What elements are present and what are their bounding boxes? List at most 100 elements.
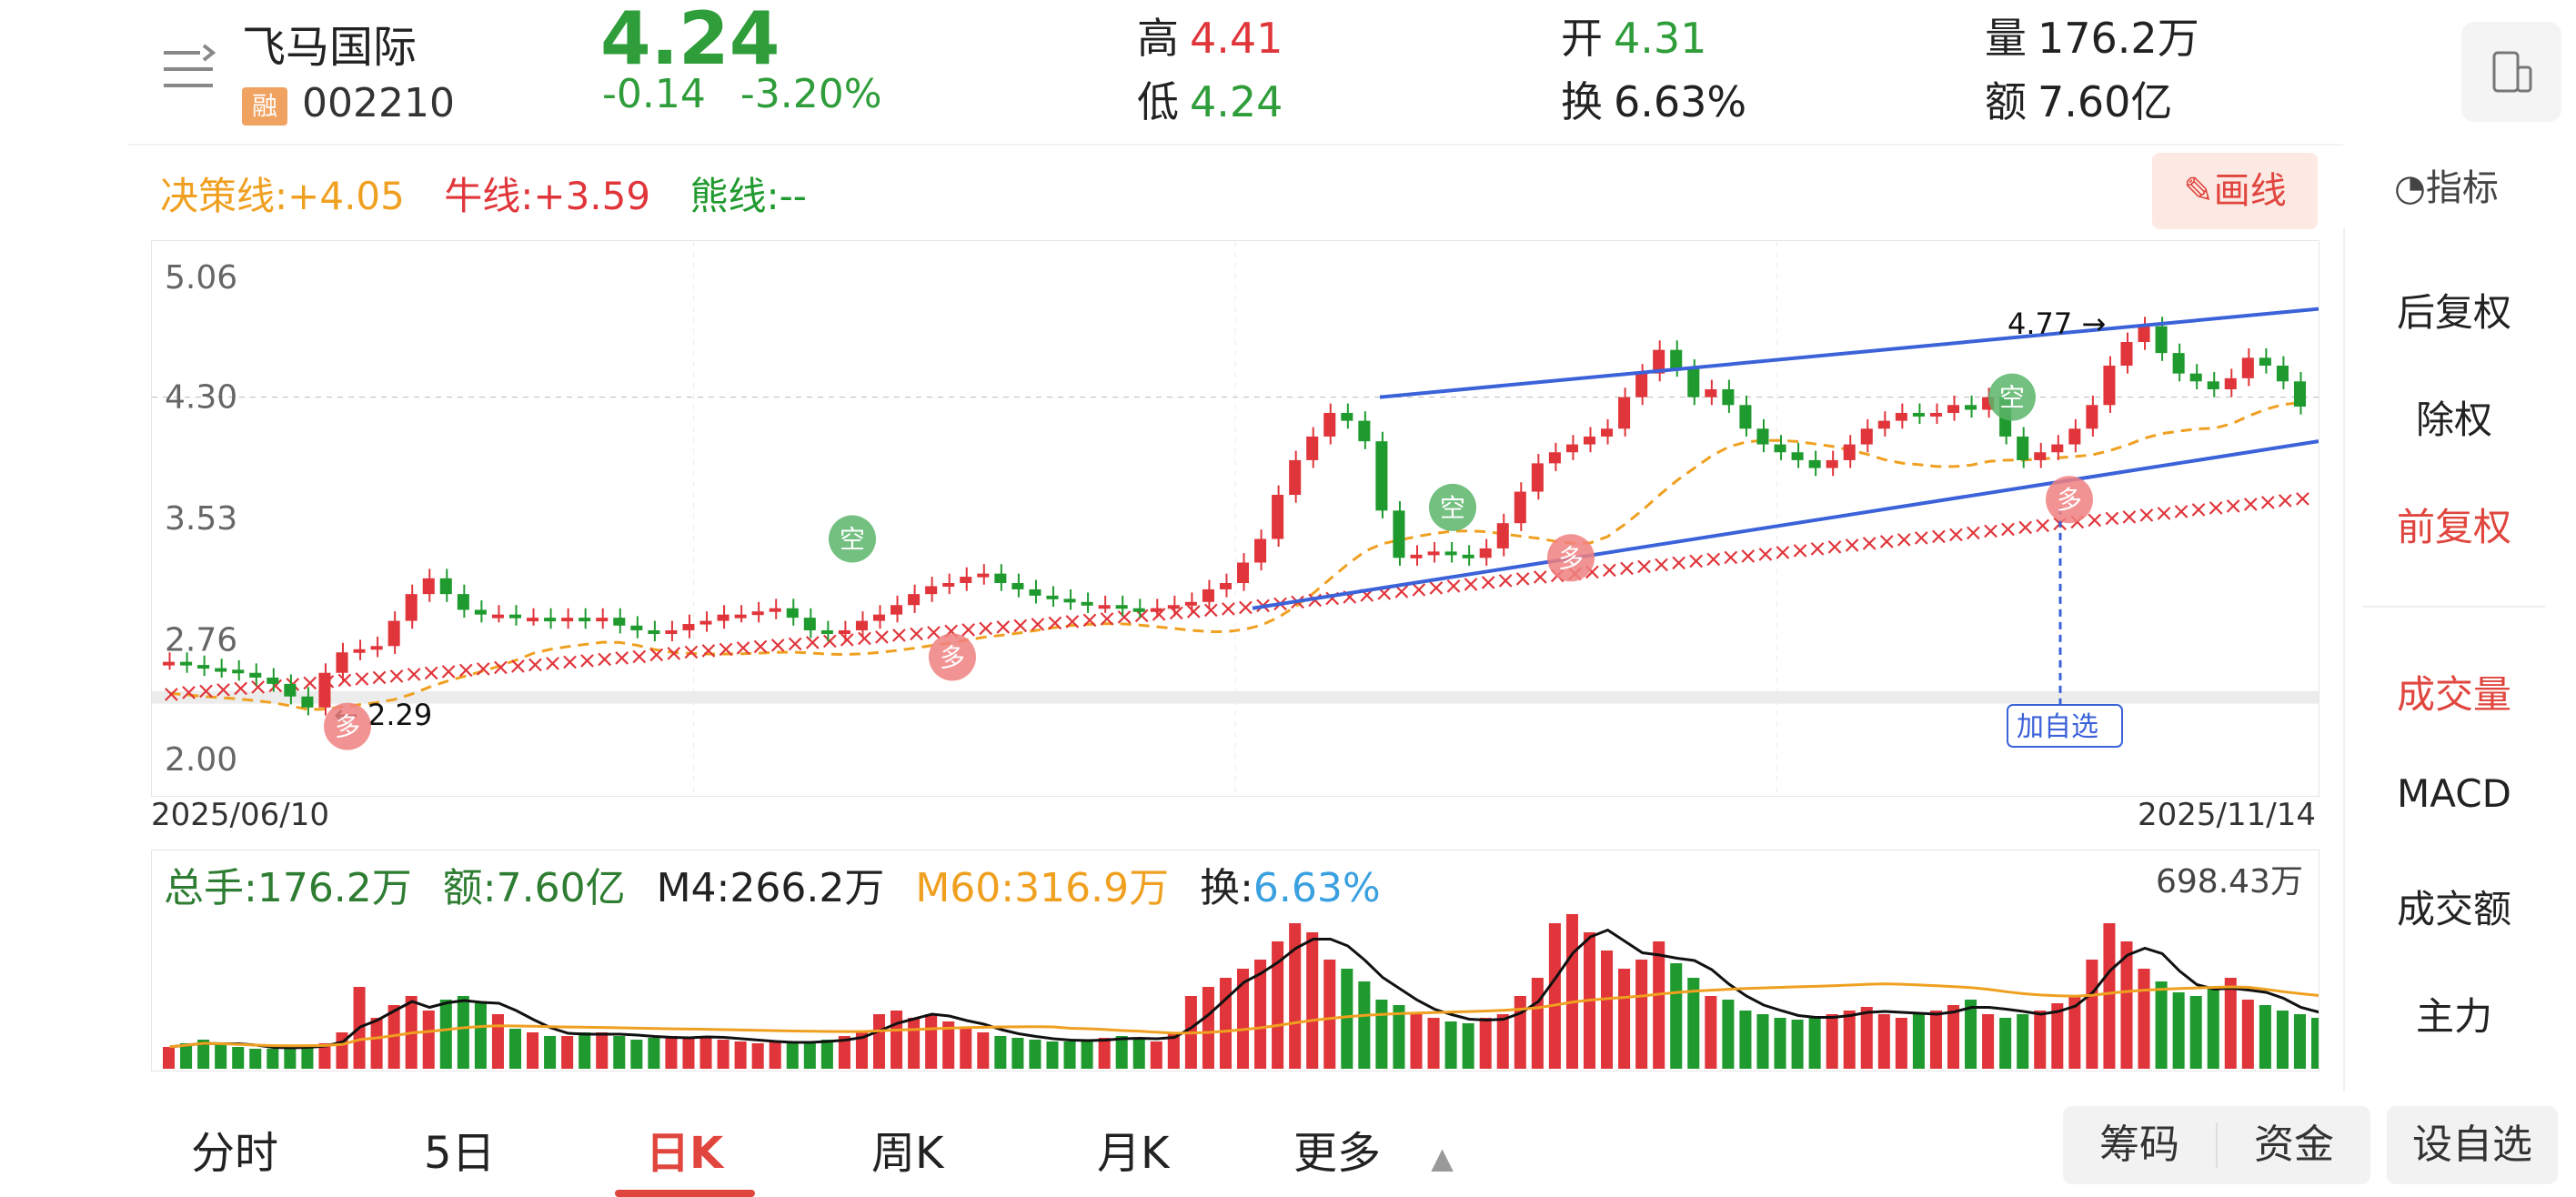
bear-cross-mark: × [1444, 573, 1464, 600]
menu-icon[interactable] [160, 44, 218, 98]
volume-bar [751, 1043, 764, 1069]
bear-cross-mark: × [820, 628, 840, 655]
candle-body [1393, 510, 1405, 558]
candle-body [561, 618, 574, 622]
candle-body [2207, 381, 2219, 389]
candle-body [267, 677, 279, 684]
draw-line-button[interactable]: ✎画线 [2152, 153, 2318, 229]
bear-cross-mark: × [681, 639, 701, 666]
volume-bar [370, 1018, 383, 1069]
candle-body [2293, 381, 2306, 407]
tab-weekly-k[interactable]: 周K [871, 1128, 944, 1179]
volume-chart[interactable] [151, 850, 2341, 1071]
candle-body [353, 649, 366, 653]
volume-bar [579, 1032, 591, 1069]
volume-bar [1011, 1038, 1024, 1069]
candle-body [1774, 444, 1786, 453]
volume-bar [1947, 1005, 1960, 1069]
volume-bar [1479, 1018, 1492, 1069]
side-item-amount[interactable]: 成交额 [2396, 887, 2511, 931]
candle-body [1808, 459, 1821, 468]
volume-bar [960, 1029, 972, 1069]
funds-button[interactable]: 资金 [2254, 1122, 2334, 1168]
volume-bar [544, 1036, 557, 1069]
candle-body [1081, 601, 1093, 606]
bear-cross-mark: × [1028, 610, 1048, 638]
volume-bar [1929, 1011, 1942, 1069]
candle-body [613, 618, 626, 626]
volume-bar [1046, 1041, 1059, 1069]
chips-funds-group: 筹码 资金 [2063, 1106, 2370, 1184]
candle-body [1531, 463, 1544, 492]
bear-cross-mark: × [248, 674, 268, 701]
tab-5day[interactable]: 5日 [424, 1128, 496, 1179]
volume-bar [249, 1049, 262, 1069]
y-tick-label: 2.76 [165, 621, 237, 659]
candle-body [1826, 459, 1838, 468]
margin-badge: 融 [242, 87, 287, 126]
volume-bar [1565, 914, 1578, 1069]
candle-body [1444, 551, 1457, 556]
volume-bar [1132, 1040, 1145, 1069]
landscape-toggle-button[interactable] [2461, 22, 2561, 122]
candle-body [1358, 420, 1371, 442]
side-item-post-adjust[interactable]: 后复权 [2396, 290, 2511, 335]
volume-bar [665, 1036, 678, 1069]
chips-button[interactable]: 筹码 [2099, 1122, 2179, 1168]
open-field: 开 4.31 [1561, 5, 1706, 65]
end-date: 2025/11/14 [2138, 797, 2316, 833]
candle-body [474, 609, 487, 615]
tab-daily-k[interactable]: 日K [646, 1128, 724, 1179]
volume-bar [1670, 963, 1683, 1069]
indicator-button[interactable]: ◔指标 [2394, 158, 2499, 211]
bear-cross-mark: × [2206, 494, 2226, 521]
indicator-label: 指标 [2425, 167, 2499, 209]
low-label: 低 [1137, 77, 1179, 126]
tab-intraday[interactable]: 分时 [191, 1128, 279, 1179]
candle-body [1912, 412, 1925, 417]
bear-cross-mark: × [2102, 505, 2122, 532]
bear-cross-mark: × [1495, 568, 1515, 595]
bear-cross-mark: × [404, 661, 424, 689]
volume-bar [439, 1000, 452, 1069]
candle-body [1548, 452, 1561, 464]
candle-body [508, 614, 522, 619]
current-price: 4.24 [600, 0, 780, 81]
bear-cross-mark: × [1738, 542, 1758, 569]
bear-cross-mark: × [387, 662, 407, 689]
side-item-macd[interactable]: MACD [2397, 771, 2511, 816]
candle-body [891, 605, 903, 615]
change-percent: -3.20% [740, 71, 882, 117]
candle-body [2276, 365, 2289, 382]
candle-body [682, 624, 695, 630]
decision-line-value: +4.05 [287, 174, 405, 218]
bear-cross-mark: × [543, 649, 563, 677]
side-item-volume[interactable]: 成交量 [2396, 672, 2511, 717]
side-item-main-force[interactable]: 主力 [2415, 994, 2492, 1039]
bear-cross-mark: × [1305, 587, 1325, 614]
candle-body [2259, 357, 2271, 366]
volume-field: 量 176.2万 [1985, 5, 2199, 65]
volume-bar [284, 1047, 297, 1069]
candle-body [1583, 436, 1596, 445]
volume-bar [1808, 1018, 1821, 1069]
candle-body [1272, 495, 1284, 539]
bear-cross-mark: × [2085, 507, 2105, 534]
volume-bar [527, 1032, 539, 1069]
volume-bar [1877, 1014, 1890, 1069]
y-tick-label: 2.00 [165, 741, 237, 779]
add-watchlist-button[interactable]: 设自选 [2387, 1106, 2558, 1184]
volume-bar [1705, 996, 1717, 1069]
bear-cross-mark: × [907, 620, 927, 648]
volume-bar [1912, 1014, 1925, 1069]
volume-bar [838, 1036, 850, 1069]
side-item-ex-rights[interactable]: 除权 [2415, 397, 2492, 442]
side-item-pre-adjust[interactable]: 前复权 [2396, 505, 2511, 549]
candle-body [1150, 608, 1162, 612]
candle-body [2051, 444, 2064, 453]
tab-monthly-k[interactable]: 月K [1097, 1128, 1170, 1179]
volume-bar [2017, 1014, 2029, 1069]
bear-cross-mark: × [1478, 569, 1498, 597]
kline-chart[interactable]: 5.06 4.30 3.53 2.76 2.00 × × × × × × × × × × × × × × × × × × × ×… [151, 240, 2319, 797]
tab-more[interactable]: 更多 ▲ [1293, 1117, 1454, 1181]
